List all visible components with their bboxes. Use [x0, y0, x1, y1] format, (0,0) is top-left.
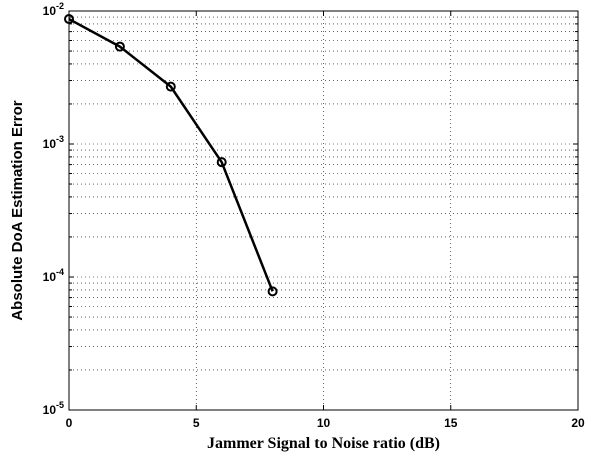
- data-point: [216, 157, 227, 168]
- data-point: [267, 286, 278, 297]
- plot-frame: [68, 10, 579, 411]
- data-point: [64, 14, 74, 25]
- y-tick-exponent: -5: [56, 400, 64, 410]
- y-tick-base: 10: [43, 403, 57, 417]
- x-tick-label: 10: [317, 416, 331, 430]
- x-tick-label: 5: [193, 416, 200, 430]
- x-axis-label: Jammer Signal to Noise ratio (dB): [207, 435, 440, 452]
- y-tick-label: 10 -4: [43, 267, 64, 284]
- data-point: [114, 41, 125, 52]
- y-axis-label: Absolute DoA Estimation Error: [9, 100, 26, 320]
- y-tick-exponent: -3: [56, 134, 64, 144]
- y-tick-base: 10: [43, 137, 57, 151]
- series-layer: [64, 14, 278, 297]
- x-tick-label: 15: [444, 416, 458, 430]
- y-tick-label: 10 -2: [43, 1, 64, 18]
- y-tick-label: 10 -3: [43, 134, 64, 151]
- y-tick-exponent: -2: [56, 1, 64, 11]
- y-tick-base: 10: [43, 4, 57, 18]
- x-tick-label: 0: [66, 416, 73, 430]
- series-line: [68, 17, 274, 292]
- x-tick-label: 20: [571, 416, 585, 430]
- y-tick-base: 10: [43, 270, 57, 284]
- data-point: [165, 81, 176, 92]
- y-tick-exponent: -4: [56, 267, 64, 277]
- y-tick-label: 10 -5: [43, 400, 64, 417]
- grid-layer: [69, 11, 578, 410]
